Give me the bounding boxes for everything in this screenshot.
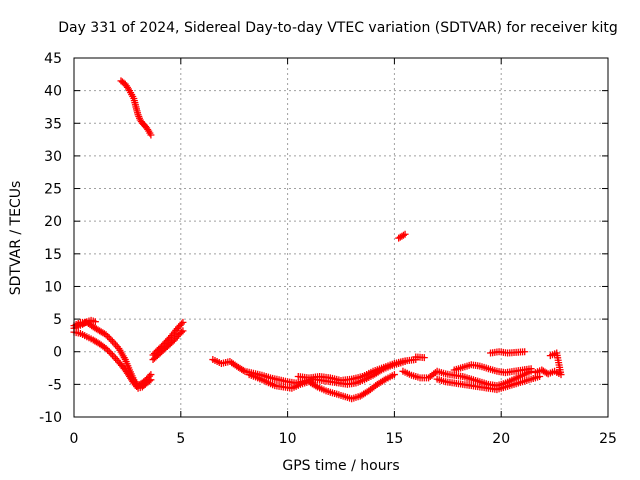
y-axis-label: SDTVAR / TECUs (8, 181, 24, 296)
x-tick-label: 10 (279, 431, 297, 447)
series-evening-d (412, 348, 529, 362)
data-point (399, 231, 407, 239)
data-point (144, 125, 152, 133)
data-point (102, 344, 110, 352)
series-midday-c (294, 356, 420, 384)
x-tick-label: 25 (599, 431, 617, 447)
series-early-dip-b (70, 328, 155, 392)
series-recovery-b (149, 327, 187, 364)
data-point (521, 348, 529, 356)
series-early-dip-c (70, 316, 99, 332)
data-point (107, 336, 115, 344)
data-point (145, 377, 153, 385)
data-point (178, 328, 186, 336)
data-point (147, 376, 155, 384)
data-points (70, 77, 565, 403)
x-tick-label: 0 (70, 431, 79, 447)
series-isolated (395, 230, 409, 242)
y-tick-label: 35 (44, 116, 62, 132)
x-tick-labels: 0 5 10 15 20 25 (70, 431, 617, 447)
y-tick-label: -10 (39, 410, 62, 426)
data-point (420, 354, 428, 362)
y-tick-labels: -10 -5 0 5 10 15 20 25 30 35 40 45 (39, 51, 62, 426)
data-point (102, 331, 110, 339)
x-axis-label: GPS time / hours (282, 458, 399, 474)
chart-title: Day 331 of 2024, Sidereal Day-to-day VTE… (58, 20, 618, 36)
series-high-arc (117, 77, 155, 139)
x-tick-label: 5 (176, 431, 185, 447)
y-tick-label: 15 (44, 247, 62, 263)
data-point (107, 349, 115, 357)
data-point (546, 352, 554, 360)
y-tick-label: 0 (53, 345, 62, 361)
data-point (105, 348, 113, 356)
data-point (104, 346, 112, 354)
x-tick-label: 15 (385, 431, 403, 447)
y-tick-label: -5 (48, 377, 62, 393)
y-tick-label: 30 (44, 149, 62, 165)
data-point (147, 131, 155, 139)
series-recovery (149, 318, 187, 359)
series-evening-c (450, 361, 535, 377)
data-point (178, 320, 186, 328)
y-tick-label: 40 (44, 84, 62, 100)
data-point (105, 334, 113, 342)
data-point (179, 327, 187, 335)
x-tick-label: 20 (492, 431, 510, 447)
y-tick-label: 20 (44, 214, 62, 230)
data-point (124, 85, 132, 93)
series-midday-b (245, 371, 398, 403)
plot-frame (73, 57, 609, 418)
data-point (104, 332, 112, 340)
data-point (401, 230, 409, 238)
data-point (91, 318, 99, 326)
y-tick-label: 45 (44, 51, 62, 67)
data-point (527, 365, 535, 373)
data-point (390, 371, 398, 379)
y-tick-label: 5 (53, 312, 62, 328)
y-tick-label: 25 (44, 182, 62, 198)
y-tick-label: 10 (44, 279, 62, 295)
data-point (239, 366, 247, 374)
axis-ticks (73, 57, 609, 418)
series-evening-a (399, 367, 535, 390)
data-point (179, 318, 187, 326)
series-evening-e (531, 349, 565, 379)
data-point (81, 319, 89, 327)
